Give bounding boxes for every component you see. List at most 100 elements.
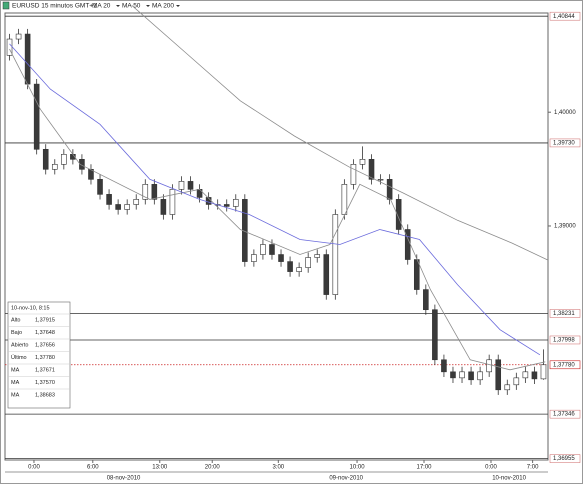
legend-label: MA 20 [92,3,111,10]
candle-body [51,164,58,170]
legend-arrow [116,5,120,7]
plot: 1,40000 1,39000 1,40844 1,39730 1,38231 1,379… [5,4,581,482]
x-tick-label: 0:00 [28,465,40,471]
candle-body [42,148,49,170]
candle-body [513,377,520,386]
legend-label: MA 200 [152,3,174,10]
candle-body [522,371,529,379]
candle-body [305,257,311,268]
info-label: MA [11,380,20,386]
x-tick-label: 0:00 [485,465,497,471]
info-label: Bajo [11,330,22,336]
candle-body [459,371,465,379]
candle-body [106,194,112,205]
candle-body [468,371,474,381]
level-label-box [549,309,581,318]
candle-body [79,159,85,170]
candle-body [287,261,293,272]
candle-body [97,179,103,195]
level-label-box [549,409,581,419]
candle-body [142,184,149,200]
candle-body [133,199,140,205]
candle-body [260,244,266,255]
candle-body [540,364,547,380]
legend: MA 20 MA 50 MA 200 [92,3,180,10]
candle-body [24,33,31,85]
info-value: 1,37656 [35,342,55,348]
x-tick-label: 17:00 [417,465,433,471]
candle-body [296,267,302,272]
info-frame [7,301,71,409]
ma-line [131,4,549,261]
candle-body [432,309,438,361]
candle-body [314,254,321,258]
info-value: 1,37671 [35,367,55,373]
candle-body [269,244,275,255]
x-tick-label: 6:00 [87,465,99,471]
candle-body [323,254,330,295]
candle-body [160,199,167,215]
candle-body [368,159,375,180]
info-value: 1,38683 [35,392,55,398]
candle-body [88,169,94,180]
candle-body [423,289,429,311]
y-tick-label: 1,40000 [554,110,576,116]
candle-body [151,184,158,200]
level-label: 1,37998 [553,338,575,344]
level-label-box [549,11,581,21]
x-date-label: 09-nov-2010 [329,476,363,482]
info-rows: Alto 1,37915 Bajo 1,37648 Abierto 1,37656 Últi… [8,313,70,398]
candle-body [341,184,348,215]
level-label-box [549,454,581,463]
level-label: 1,36955 [553,456,575,462]
legend-arrow [146,5,150,7]
info-label: MA [11,367,20,373]
x-tick-label: 13:00 [152,465,168,471]
legend-arrow [176,5,180,7]
x-tick-label: 7:00 [527,465,539,471]
level-label: 1,40844 [553,14,575,20]
info-value: 1,37570 [35,380,55,386]
plot-area [4,12,549,461]
candle-body [178,181,185,190]
info-label: Alto [11,317,20,323]
chart-title: EURUSD 15 minutos GMT+1 [12,3,97,10]
info-value: 1,37648 [35,330,55,336]
candle-body [115,204,121,210]
candle-body [477,371,483,381]
candle-body [386,179,393,200]
candle-body [395,199,402,230]
legend-label: MA 50 [122,3,141,10]
candle-body [359,159,366,165]
candle-body [441,359,447,373]
ma-line [9,48,546,371]
level-label: 1,38231 [553,311,575,317]
x-tick-label: 3:00 [272,465,284,471]
candle-body [495,359,502,391]
candle-body [350,164,357,185]
current-label: 1,37780 [553,362,575,368]
x-tick-label: 20:00 [205,465,221,471]
level-label: 1,37346 [553,412,575,418]
info-label: Último [11,354,27,361]
current-label-box [549,360,581,370]
y-tick-label: 1,39000 [554,224,576,230]
candle-body [450,371,456,379]
level-label-box [549,138,581,148]
candle-body [332,214,339,295]
info-label: MA [11,392,20,398]
info-label: Abierto [11,342,28,348]
candle-body [531,371,538,380]
candle-body [504,384,511,391]
level-label-box [549,335,581,345]
info-title: 10-nov-10, 8:15 [11,305,50,311]
candle-body [377,179,384,181]
candle-body [278,254,284,262]
info-value: 1,37780 [35,355,55,361]
candle-body [169,189,176,215]
candle-body [15,33,22,40]
candle-body [413,259,420,290]
info-box: 10-nov-10, 8:15 Alto 1,37915 Bajo 1,37648 Ab… [7,301,71,409]
ma-line [9,43,541,356]
